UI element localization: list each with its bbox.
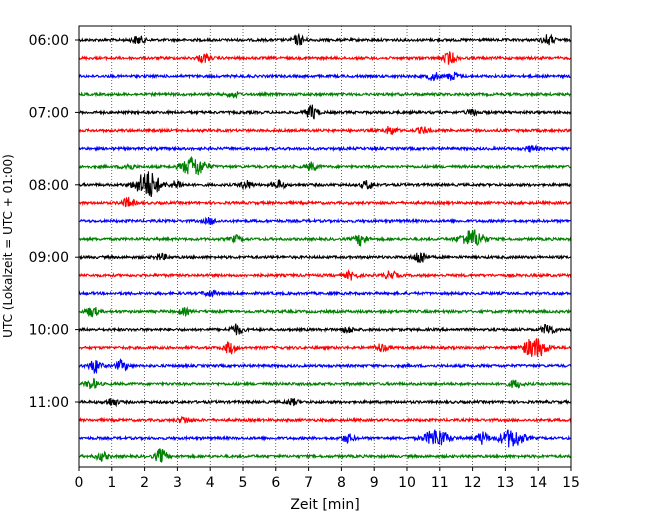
x-tick-label: 2 xyxy=(140,475,149,491)
y-axis-ticks: 06:00 07:00 08:00 09:00 10:00 11:00 xyxy=(29,33,79,411)
x-axis-ticks: 0 1 2 3 4 5 6 7 8 9 10 11 12 13 14 15 xyxy=(75,467,580,491)
y-tick-label: 06:00 xyxy=(29,33,69,49)
trace-1030 xyxy=(78,357,572,374)
x-tick-label: 8 xyxy=(337,475,346,491)
x-tick-label: 5 xyxy=(239,475,248,491)
y-tick-label: 11:00 xyxy=(29,395,69,411)
trace-1130 xyxy=(78,429,572,448)
x-tick-label: 6 xyxy=(271,475,280,491)
trace-0645 xyxy=(78,90,572,100)
trace-0930 xyxy=(78,289,572,298)
trace-0745 xyxy=(78,155,572,176)
x-tick-label: 15 xyxy=(562,475,580,491)
y-tick-label: 08:00 xyxy=(29,178,69,194)
trace-0900 xyxy=(78,252,572,264)
x-tick-label: 10 xyxy=(398,475,416,491)
trace-0800 xyxy=(78,171,572,197)
x-tick-label: 13 xyxy=(496,475,514,491)
x-tick-label: 0 xyxy=(75,475,84,491)
trace-0600 xyxy=(78,32,572,46)
y-axis-label: UTC (Lokalzeit = UTC + 01:00) xyxy=(1,154,15,338)
trace-0630 xyxy=(78,71,572,82)
trace-1045 xyxy=(78,378,572,390)
x-tick-label: 9 xyxy=(370,475,379,491)
x-axis-label: Zeit [min] xyxy=(290,497,359,513)
trace-0830 xyxy=(78,216,572,226)
trace-0700 xyxy=(78,104,572,120)
trace-0730 xyxy=(78,144,572,153)
x-tick-label: 11 xyxy=(431,475,449,491)
y-tick-label: 10:00 xyxy=(29,323,69,339)
trace-0945 xyxy=(78,306,572,318)
x-tick-label: 7 xyxy=(304,475,313,491)
trace-1145 xyxy=(78,448,572,463)
plot-frame xyxy=(78,25,572,468)
trace-1015 xyxy=(78,338,572,357)
trace-0915 xyxy=(78,268,572,281)
trace-0615 xyxy=(78,51,572,65)
trace-1100 xyxy=(78,397,572,408)
trace-0845 xyxy=(78,229,572,247)
x-tick-label: 3 xyxy=(173,475,182,491)
y-tick-label: 09:00 xyxy=(29,250,69,266)
x-tick-label: 1 xyxy=(107,475,116,491)
trace-1000 xyxy=(78,323,572,336)
seismogram-traces xyxy=(78,32,572,463)
x-tick-label: 14 xyxy=(529,475,547,491)
trace-0815 xyxy=(78,196,572,208)
x-tick-label: 4 xyxy=(206,475,215,491)
y-tick-label: 07:00 xyxy=(29,105,69,121)
x-tick-label: 12 xyxy=(464,475,482,491)
trace-0715 xyxy=(78,126,572,135)
trace-1115 xyxy=(78,415,572,424)
